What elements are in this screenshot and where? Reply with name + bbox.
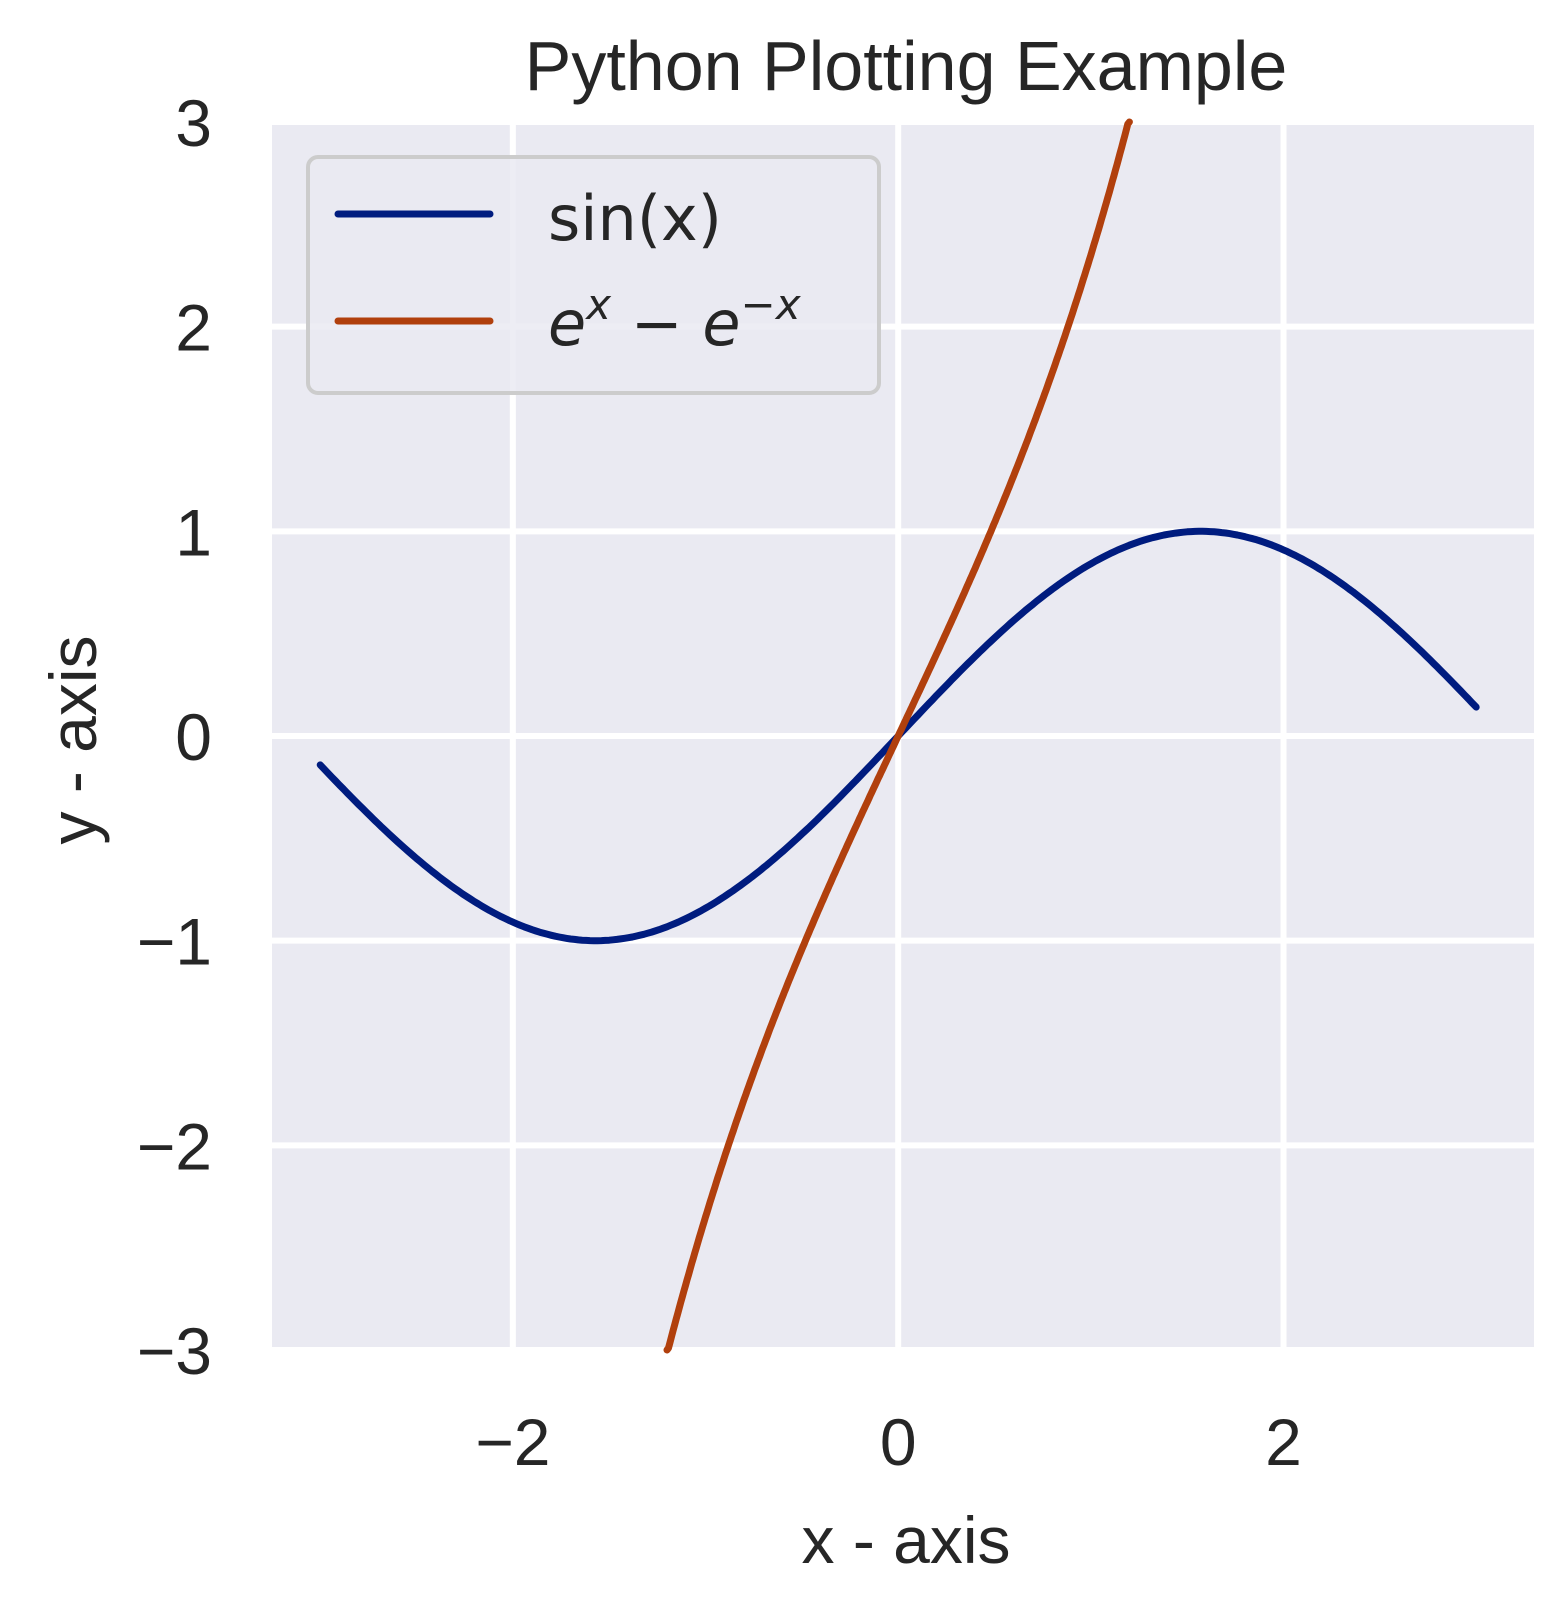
y-axis-label: y - axis	[36, 635, 110, 844]
chart-title: Python Plotting Example	[525, 27, 1288, 105]
legend-label-sinh: ex − e−x	[548, 280, 802, 360]
x-tick-labels: −2 0 2	[475, 1405, 1302, 1479]
y-tick-labels: −3 −2 −1 0 1 2 3	[137, 86, 212, 1388]
legend-label-sin: sin(x)	[548, 182, 722, 255]
x-axis-label: x - axis	[801, 1503, 1010, 1577]
x-tick-label: 0	[880, 1405, 917, 1479]
y-tick-label: 2	[175, 291, 212, 365]
y-tick-label: 1	[175, 495, 212, 569]
series-line-1	[663, 118, 1133, 1354]
x-tick-label: 2	[1265, 1405, 1302, 1479]
y-tick-label: −3	[137, 1314, 212, 1388]
y-tick-label: −2	[137, 1109, 212, 1183]
legend: sin(x) ex − e−x	[306, 155, 881, 395]
y-tick-label: 3	[175, 86, 212, 160]
y-tick-label: 0	[175, 700, 212, 774]
x-tick-label: −2	[475, 1405, 550, 1479]
y-tick-label: −1	[137, 905, 212, 979]
series-lines	[316, 118, 1480, 1354]
